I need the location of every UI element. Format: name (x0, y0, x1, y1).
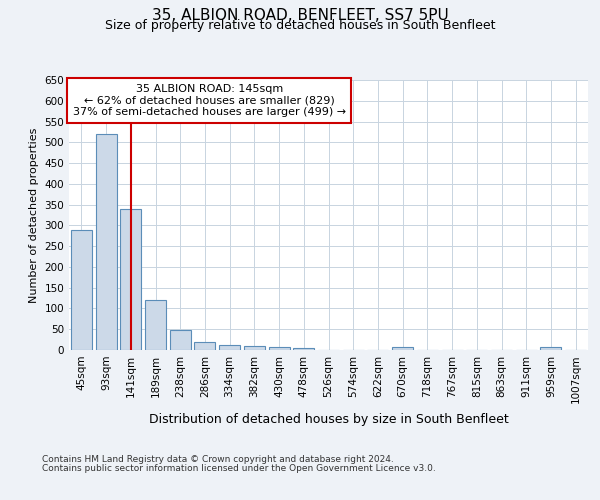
Bar (269, 347, 290, 350)
Bar (541, 347, 562, 350)
Bar (219, 344, 240, 350)
Bar (244, 346, 265, 350)
Text: 35, ALBION ROAD, BENFLEET, SS7 5PU: 35, ALBION ROAD, BENFLEET, SS7 5PU (152, 8, 448, 22)
Y-axis label: Number of detached properties: Number of detached properties (29, 128, 39, 302)
Bar (145, 300, 166, 350)
Text: Contains public sector information licensed under the Open Government Licence v3: Contains public sector information licen… (42, 464, 436, 473)
Bar (170, 330, 191, 350)
Text: Distribution of detached houses by size in South Benfleet: Distribution of detached houses by size … (149, 412, 509, 426)
Bar (120, 209, 141, 350)
Bar (71, 230, 92, 350)
Bar (392, 347, 413, 350)
Text: 35 ALBION ROAD: 145sqm
← 62% of detached houses are smaller (829)
37% of semi-de: 35 ALBION ROAD: 145sqm ← 62% of detached… (73, 84, 346, 117)
Text: Size of property relative to detached houses in South Benfleet: Size of property relative to detached ho… (105, 19, 495, 32)
Bar (194, 342, 215, 350)
Bar (95, 134, 116, 350)
Bar (293, 348, 314, 350)
Text: Contains HM Land Registry data © Crown copyright and database right 2024.: Contains HM Land Registry data © Crown c… (42, 455, 394, 464)
